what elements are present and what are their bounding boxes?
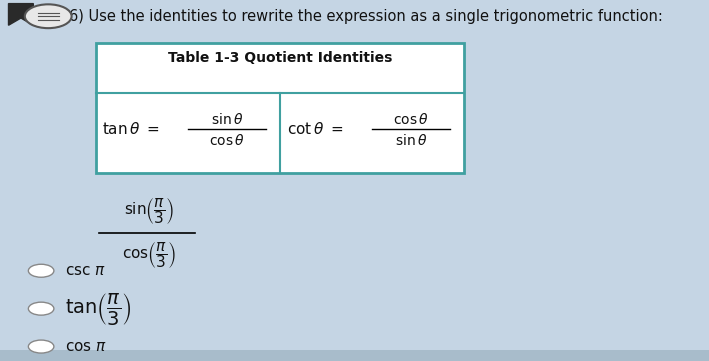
Bar bbox=[0, 350, 709, 361]
Text: $\tan\theta\ =\ $: $\tan\theta\ =\ $ bbox=[101, 121, 160, 138]
Polygon shape bbox=[9, 4, 33, 25]
Bar bbox=[96, 43, 464, 173]
Circle shape bbox=[25, 4, 72, 28]
Circle shape bbox=[28, 264, 54, 277]
Text: $\cot\theta\ =\ $: $\cot\theta\ =\ $ bbox=[287, 121, 344, 138]
Text: $\cos\theta$: $\cos\theta$ bbox=[393, 112, 429, 127]
Text: Table 1-3 Quotient Identities: Table 1-3 Quotient Identities bbox=[168, 51, 392, 65]
Text: $\sin\theta$: $\sin\theta$ bbox=[211, 112, 243, 127]
Text: csc $\pi$: csc $\pi$ bbox=[65, 263, 106, 278]
Text: $\sin\theta$: $\sin\theta$ bbox=[395, 133, 428, 148]
Text: $\cos\theta$: $\cos\theta$ bbox=[209, 133, 245, 148]
Text: 6) Use the identities to rewrite the expression as a single trigonometric functi: 6) Use the identities to rewrite the exp… bbox=[69, 9, 664, 24]
Text: $\sin\!\left(\dfrac{\pi}{3}\right)$: $\sin\!\left(\dfrac{\pi}{3}\right)$ bbox=[124, 196, 174, 226]
Text: tan$\left(\dfrac{\pi}{3}\right)$: tan$\left(\dfrac{\pi}{3}\right)$ bbox=[65, 291, 131, 327]
Circle shape bbox=[28, 302, 54, 315]
Text: cos $\pi$: cos $\pi$ bbox=[65, 339, 106, 354]
Circle shape bbox=[28, 340, 54, 353]
Text: $\cos\!\left(\dfrac{\pi}{3}\right)$: $\cos\!\left(\dfrac{\pi}{3}\right)$ bbox=[122, 239, 176, 270]
